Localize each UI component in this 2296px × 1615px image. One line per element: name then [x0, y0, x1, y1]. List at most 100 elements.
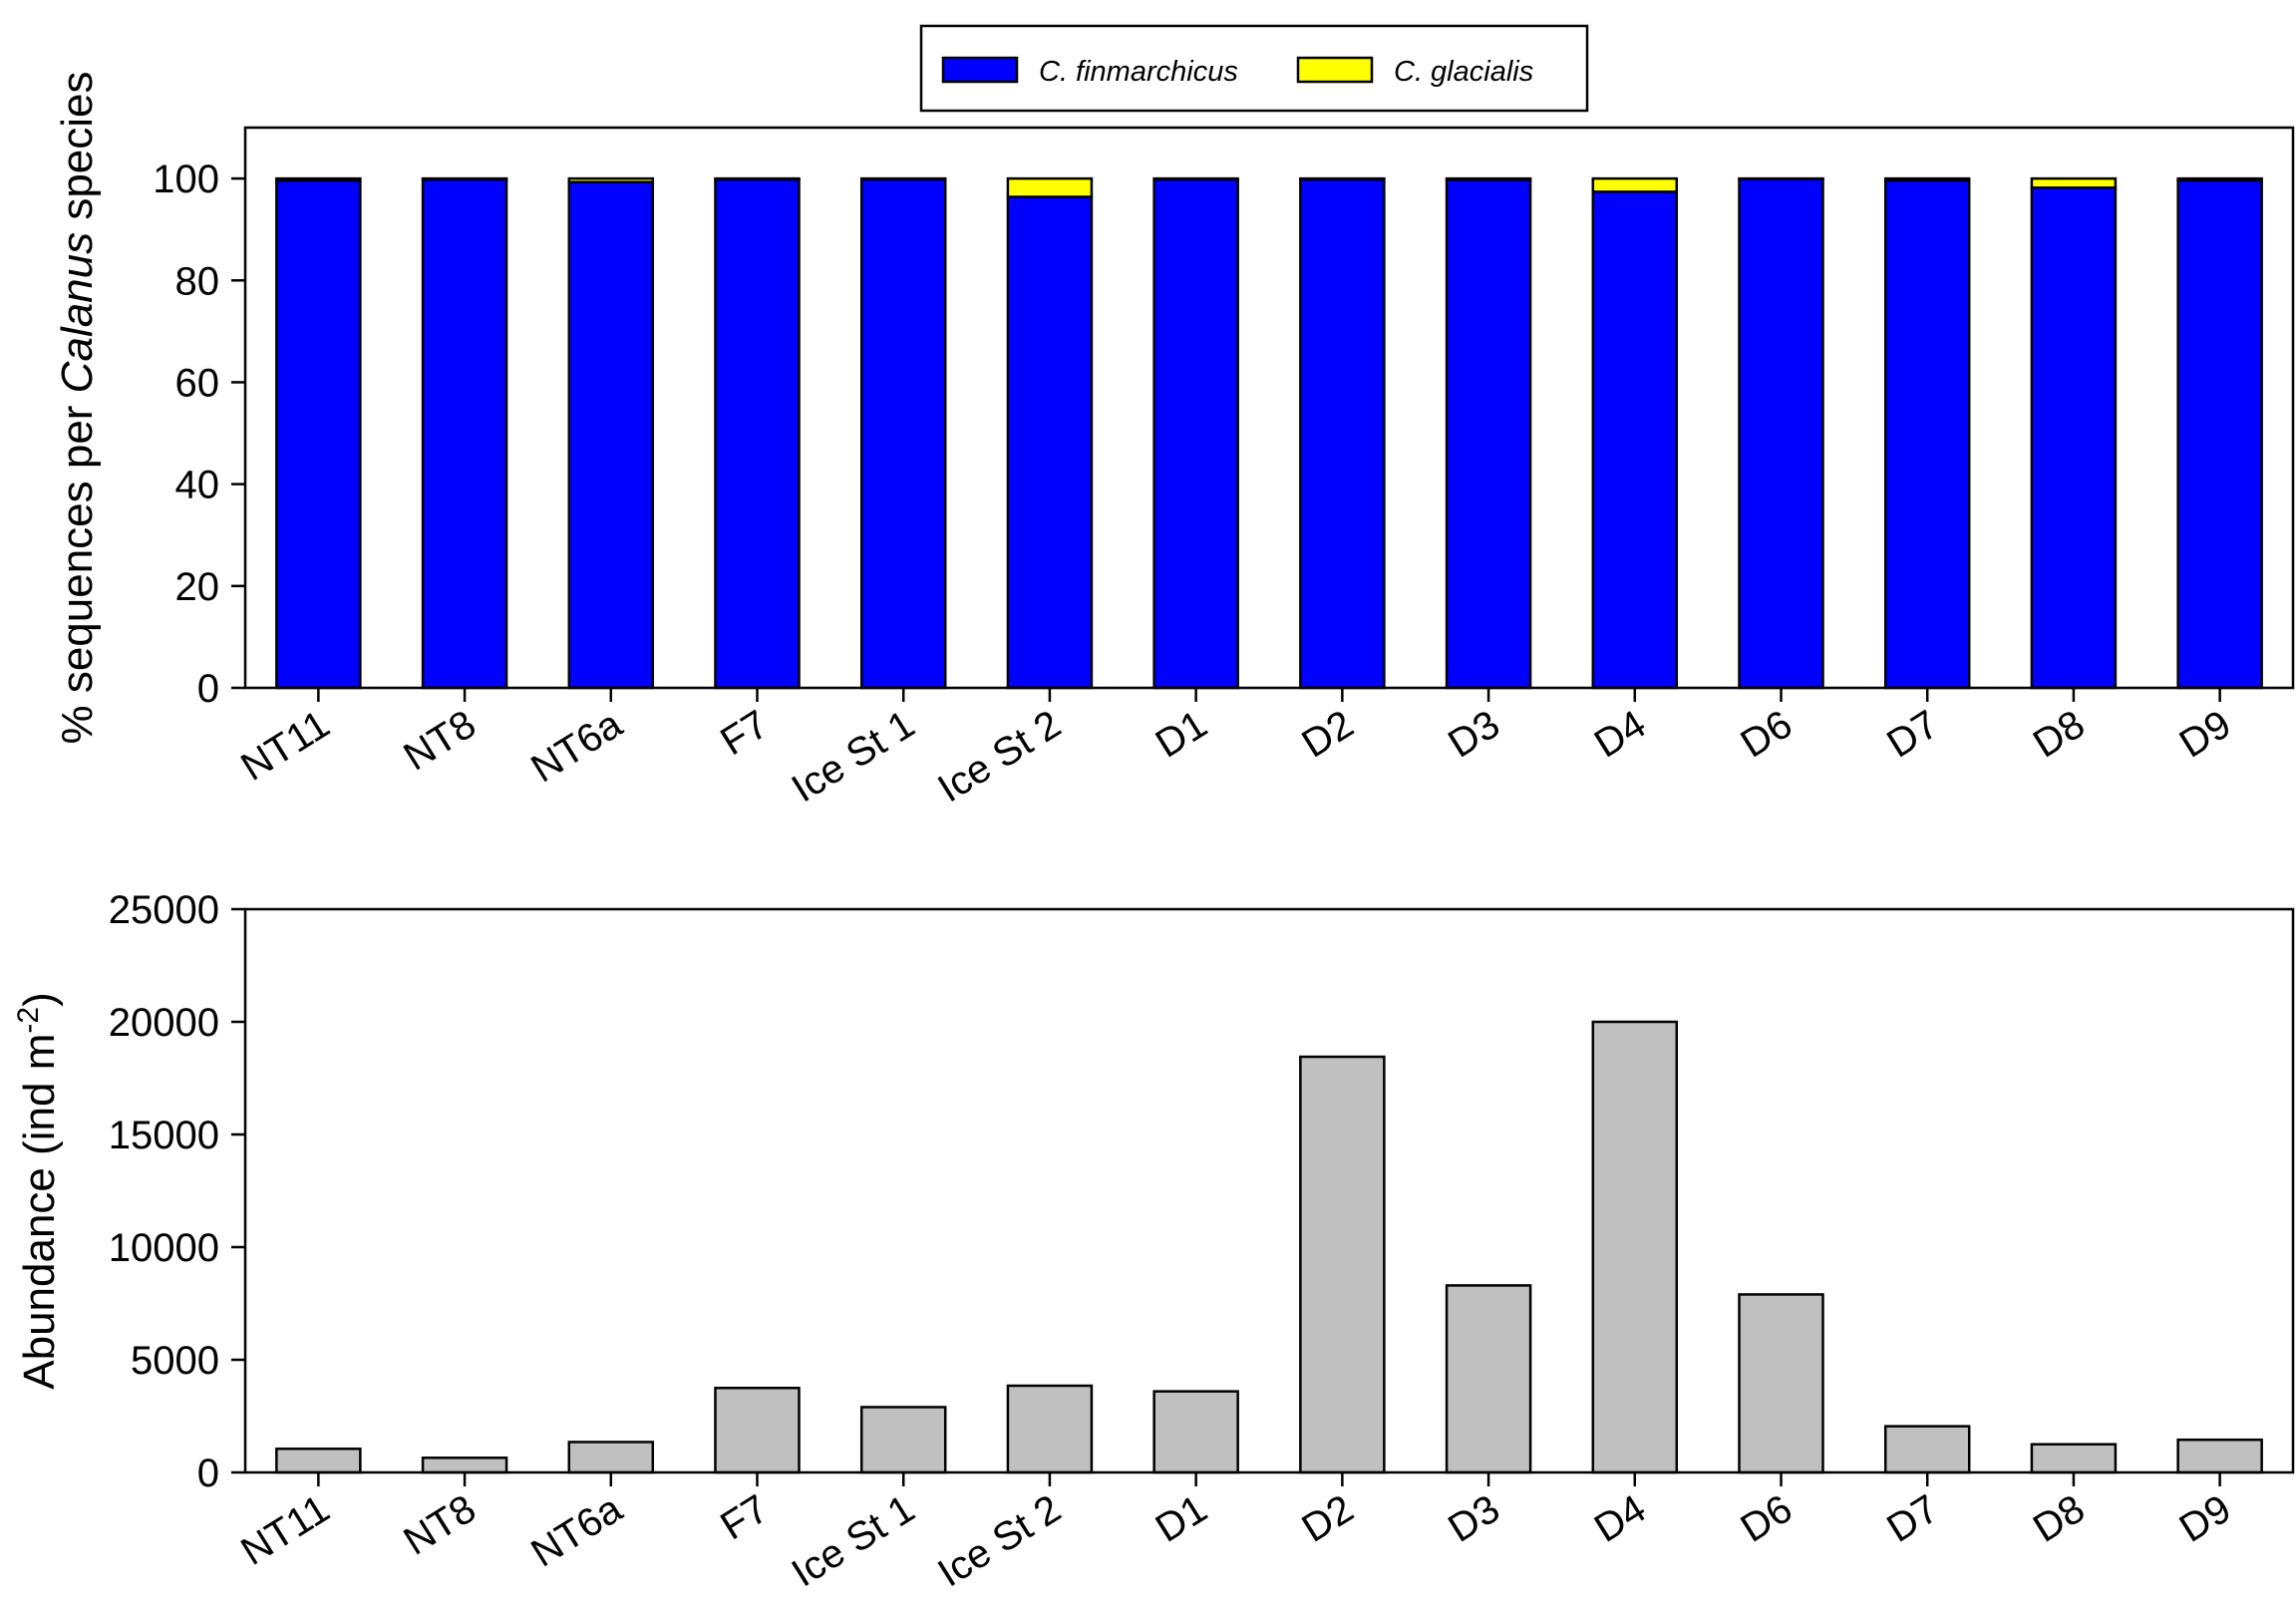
bar-cglacialis-d3	[1445, 176, 1532, 181]
y-axis: 0 5000 10000 15000 20000 25000	[109, 888, 245, 1495]
x-tick-label: NT8	[396, 1486, 483, 1563]
abundance-bars	[275, 1020, 2263, 1474]
y-tick-label: 0	[197, 667, 219, 711]
x-tick-label: D7	[1879, 1486, 1946, 1550]
bar-d1	[1152, 1390, 1239, 1474]
legend-box	[919, 24, 1589, 113]
bar-ice-st-2	[1006, 1384, 1094, 1474]
bar-cglacialis-d1	[1152, 176, 1239, 181]
bar-cfinmarchicus-d9	[2176, 178, 2263, 690]
legend-swatch	[941, 56, 1019, 84]
x-tick-label: D4	[1587, 1486, 1654, 1550]
x-tick-label: D2	[1294, 702, 1361, 766]
y-tick-label: 80	[175, 259, 220, 303]
y-tick-label: 10000	[109, 1226, 219, 1270]
x-tick-label: NT8	[396, 702, 483, 779]
x-tick-label: D8	[2026, 1486, 2093, 1550]
bar-cglacialis-d6	[1738, 176, 1824, 180]
species-composition-chart: 0 20 40 60 80 100 NT11 NT8 NT6a F7 Ice St 1 Ice St…	[53, 24, 2295, 811]
y-tick-label: 15000	[109, 1114, 219, 1157]
bar-cfinmarchicus-nt6a	[567, 180, 655, 690]
bar-cglacialis-nt8	[421, 176, 508, 181]
bar-nt11	[275, 1448, 362, 1474]
x-tick-label: NT6a	[523, 702, 630, 792]
x-tick-label: D9	[2172, 702, 2239, 766]
bar-cfinmarchicus-d6	[1738, 177, 1824, 690]
legend: C. finmarchicus C. glacialis	[919, 24, 1589, 113]
bar-cglacialis-ice-st-1	[859, 176, 947, 181]
y-axis: 0 20 40 60 80 100	[153, 158, 245, 711]
x-tick-label: D8	[2026, 702, 2093, 766]
x-tick-label: D6	[1734, 1486, 1801, 1550]
bar-cglacialis-nt11	[275, 176, 362, 182]
x-tick-label: Ice St 2	[930, 1486, 1068, 1595]
bar-ice-st-1	[859, 1406, 947, 1474]
bar-cfinmarchicus-ice-st-2	[1006, 195, 1094, 690]
x-tick-label: D2	[1294, 1486, 1361, 1550]
x-tick-label: Ice St 2	[930, 702, 1068, 810]
y-axis-label: % sequences per Calanus species	[53, 71, 102, 744]
bar-cfinmarchicus-d1	[1152, 177, 1239, 690]
bar-cglacialis-d4	[1591, 176, 1679, 193]
legend-label: C. finmarchicus	[1039, 56, 1238, 88]
y-tick-label: 60	[175, 361, 220, 405]
bar-cfinmarchicus-d7	[1883, 178, 1971, 690]
bar-cglacialis-d9	[2176, 176, 2263, 182]
x-tick-label: D1	[1148, 1486, 1215, 1550]
x-tick-label: F7	[713, 1486, 776, 1548]
bar-cglacialis-d8	[2030, 176, 2118, 189]
x-axis: NT11 NT8 NT6a F7 Ice St 1 Ice St 2 D1 D2 D3 D4 D6 D…	[233, 1472, 2238, 1596]
y-tick-label: 25000	[109, 888, 219, 932]
bar-cglacialis-ice-st-2	[1006, 176, 1094, 198]
bar-f7	[714, 1387, 801, 1474]
x-tick-label: NT11	[233, 1486, 337, 1574]
bar-cfinmarchicus-d8	[2030, 186, 2118, 690]
bar-cfinmarchicus-d3	[1445, 178, 1532, 690]
stacked-bars	[275, 176, 2263, 690]
legend-label: C. glacialis	[1394, 56, 1533, 88]
bar-d8	[2030, 1443, 2118, 1474]
bar-cfinmarchicus-d4	[1591, 190, 1679, 690]
plot-area-frame	[243, 126, 2295, 690]
bar-cfinmarchicus-nt11	[275, 178, 362, 690]
bar-d6	[1738, 1293, 1824, 1474]
x-tick-label: D3	[1441, 1486, 1507, 1550]
x-tick-label: D3	[1441, 702, 1507, 766]
bar-d3	[1445, 1284, 1532, 1474]
x-tick-label: D9	[2172, 1486, 2239, 1550]
bar-nt6a	[567, 1441, 655, 1474]
y-tick-label: 5000	[131, 1339, 219, 1383]
bar-d4	[1591, 1020, 1679, 1474]
x-tick-label: D4	[1587, 702, 1654, 766]
y-tick-label: 40	[175, 464, 220, 507]
x-tick-label: D1	[1148, 702, 1215, 766]
bar-cfinmarchicus-ice-st-1	[859, 177, 947, 690]
bar-cfinmarchicus-f7	[714, 177, 801, 690]
x-tick-label: NT11	[233, 702, 337, 790]
bar-cglacialis-f7	[714, 176, 801, 181]
x-tick-label: NT6a	[523, 1486, 630, 1576]
bar-nt8	[421, 1456, 508, 1474]
bar-cfinmarchicus-d2	[1299, 177, 1386, 690]
bar-cfinmarchicus-nt8	[421, 177, 508, 690]
bar-d2	[1299, 1055, 1386, 1474]
bar-cglacialis-d2	[1299, 176, 1386, 181]
y-tick-label: 0	[197, 1452, 219, 1495]
y-tick-label: 100	[153, 158, 219, 201]
x-tick-label: F7	[713, 702, 776, 764]
y-axis-label: Abundance (ind m-2)	[12, 992, 64, 1389]
y-tick-label: 20	[175, 565, 220, 609]
bar-d9	[2176, 1438, 2263, 1474]
x-tick-label: D6	[1734, 702, 1801, 766]
y-tick-label: 20000	[109, 1001, 219, 1045]
x-tick-label: D7	[1879, 702, 1946, 766]
bar-d7	[1883, 1425, 1971, 1474]
x-tick-label: Ice St 1	[785, 1486, 922, 1595]
x-axis: NT11 NT8 NT6a F7 Ice St 1 Ice St 2 D1 D2 D3 D4 D6 D…	[233, 688, 2238, 811]
bar-cglacialis-d7	[1883, 176, 1971, 182]
legend-swatch	[1296, 56, 1374, 84]
bar-cglacialis-nt6a	[567, 176, 655, 183]
plot-area-frame	[243, 907, 2295, 1474]
x-tick-label: Ice St 1	[785, 702, 922, 810]
